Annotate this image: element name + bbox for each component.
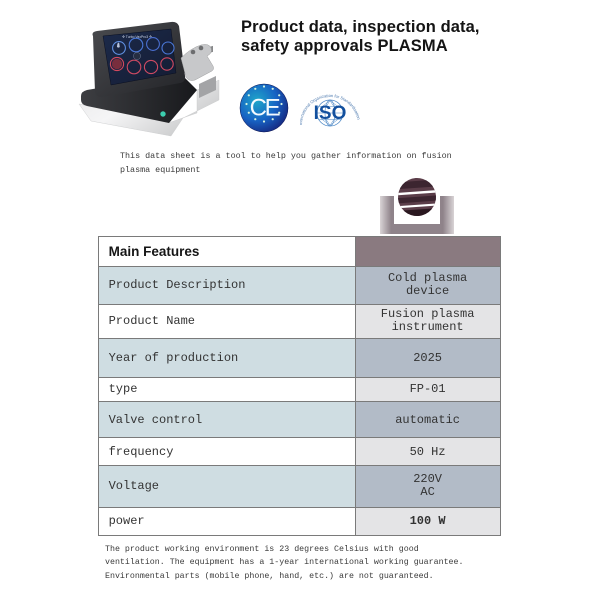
svg-text:ISO: ISO — [314, 103, 347, 124]
svg-text:CE: CE — [250, 95, 280, 122]
